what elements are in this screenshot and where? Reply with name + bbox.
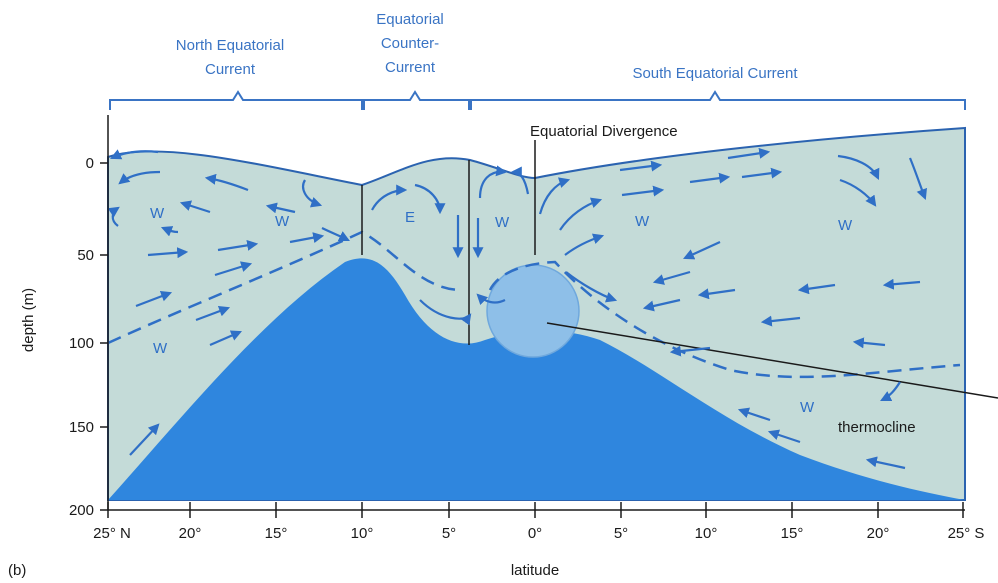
lower-water-mass xyxy=(108,258,965,500)
water-label-w2: W xyxy=(275,213,290,230)
warm-water-bubble xyxy=(486,264,580,358)
water-label-w3: W xyxy=(495,214,510,231)
bracket-counter-current xyxy=(363,90,470,110)
water-label-e: E xyxy=(405,209,415,226)
x-tick-label-10n: 10° xyxy=(351,525,374,542)
x-tick-label-25n: 25° N xyxy=(93,525,131,542)
y-axis-ticks xyxy=(100,162,108,511)
x-tick-label-20n: 20° xyxy=(179,525,202,542)
x-tick-label-10s: 10° xyxy=(695,525,718,542)
thermocline-pointer-line xyxy=(546,322,998,399)
x-tick-label-15s: 15° xyxy=(781,525,804,542)
label-equatorial-divergence: Equatorial Divergence xyxy=(530,123,678,140)
label-north-current-2: Current xyxy=(205,61,256,78)
y-tick-label-100: 100 xyxy=(69,335,94,352)
bracket-south-current xyxy=(470,90,966,110)
label-south-current: South Equatorial Current xyxy=(632,65,798,82)
y-tick-label-50: 50 xyxy=(77,247,94,264)
x-axis-ticks xyxy=(107,502,964,518)
water-label-w4: W xyxy=(635,213,650,230)
thermocline-line-north xyxy=(107,230,463,345)
y-axis-label: depth (m) xyxy=(20,288,37,352)
x-tick-label-20s: 20° xyxy=(867,525,890,542)
label-counter-current-3: Current xyxy=(385,59,436,76)
bracket-north-current xyxy=(109,90,363,110)
x-axis-label: latitude xyxy=(511,562,559,579)
x-tick-label-0: 0° xyxy=(528,525,542,542)
water-label-w6: W xyxy=(153,340,168,357)
flow-arrows xyxy=(107,147,927,470)
water-label-w5: W xyxy=(838,217,853,234)
y-tick-label-0: 0 xyxy=(86,155,94,172)
label-counter-current-2: Counter- xyxy=(381,35,439,52)
x-tick-label-25s: 25° S xyxy=(948,525,985,542)
label-counter-current-1: Equatorial xyxy=(376,11,444,28)
x-tick-label-5s: 5° xyxy=(614,525,628,542)
x-tick-label-5n: 5° xyxy=(442,525,456,542)
water-label-w1: W xyxy=(150,205,165,222)
x-tick-label-15n: 15° xyxy=(265,525,288,542)
figure-label: (b) xyxy=(8,562,26,579)
y-tick-label-150: 150 xyxy=(69,419,94,436)
label-north-current-1: North Equatorial xyxy=(176,37,284,54)
water-label-w7: W xyxy=(800,399,815,416)
label-thermocline: thermocline xyxy=(838,419,916,436)
y-tick-label-200: 200 xyxy=(69,502,94,519)
